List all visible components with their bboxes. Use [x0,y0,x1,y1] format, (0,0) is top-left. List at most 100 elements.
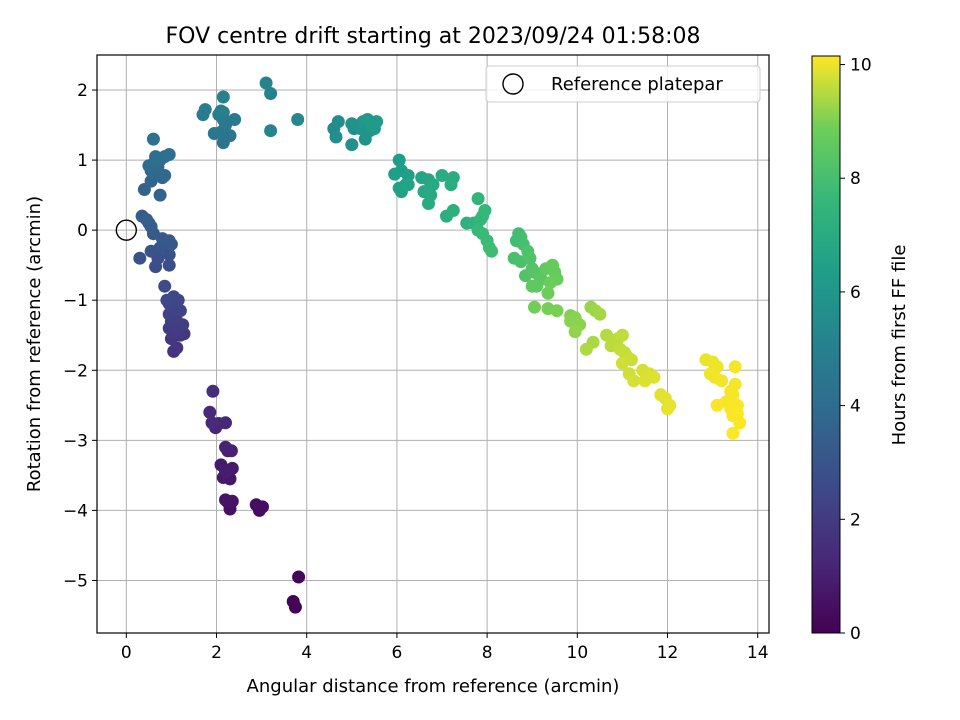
data-point [726,426,740,440]
data-point [291,113,305,126]
data-point [216,90,230,104]
data-point [219,440,232,454]
reference-platepar-marker [115,219,138,241]
data-point [426,178,440,192]
data-point [162,248,176,262]
chart-title: FOV centre drift starting at 2023/09/24 … [166,24,701,49]
data-point [249,498,263,512]
data-point [292,570,306,584]
data-point [593,307,607,321]
data-point [715,374,729,388]
colorbar-tick-label: 4 [850,397,861,417]
y-tick-label: −5 [63,571,88,591]
data-point [485,244,499,258]
data-point [627,374,641,388]
x-tick-label: 10 [567,643,589,663]
x-axis-label: Angular distance from reference (arcmin) [247,676,620,697]
data-point [525,279,539,293]
data-point [728,377,742,391]
data-point [259,76,273,90]
data-point [146,132,160,146]
plot-frame [96,54,770,634]
legend-box [485,65,761,103]
legend-marker-open-circle-icon [502,73,524,95]
data-point [730,407,744,421]
reference-point [115,219,138,241]
x-tick-label: 14 [747,643,769,663]
data-point [543,276,557,290]
data-point [158,279,172,293]
x-tick-label: 6 [392,643,403,663]
data-point [162,258,176,272]
y-axis-label: Rotation from reference (arcmin) [24,196,45,492]
legend: Reference platepar [485,65,761,103]
data-point [140,213,154,227]
colorbar-gradient [811,55,841,634]
data-point [160,293,174,307]
data-point [615,356,629,370]
data-point [422,197,435,210]
x-tick-label: 12 [657,643,679,663]
data-point [219,493,232,507]
data-point [206,384,220,398]
y-tick-label: −1 [63,291,88,311]
x-tick-label: 0 [121,643,132,663]
data-point [663,398,677,412]
legend-label: Reference platepar [551,74,723,95]
y-tick-label: −4 [63,501,88,521]
data-point [523,251,537,265]
data-point [203,405,217,419]
data-points [133,76,747,614]
data-point [162,148,176,161]
x-tick-label: 4 [301,643,312,663]
colorbar: 0 2 4 6 8 10 Hours from first FF file [811,55,910,644]
data-point [264,124,278,138]
data-point [568,325,582,339]
data-point [401,178,415,192]
colorbar-tick-label: 8 [850,169,861,189]
colorbar-ticks: 0 2 4 6 8 10 [840,56,872,644]
data-point [228,113,242,126]
data-point [153,188,167,202]
data-point [133,251,147,265]
data-point [435,169,449,182]
data-point [446,204,460,217]
data-point [710,398,724,412]
data-point [149,150,163,164]
data-point [541,286,555,300]
data-point [198,103,212,117]
data-point [264,87,278,100]
data-point [728,360,742,374]
colorbar-tick-label: 6 [850,283,861,303]
data-point [388,167,402,181]
data-point [365,118,379,132]
data-point [219,416,232,430]
y-tick-label: 2 [77,81,88,101]
data-point [528,300,541,314]
data-point [615,328,629,342]
colorbar-tick-label: 0 [850,624,861,644]
y-tick-label: −2 [63,361,88,381]
data-point [219,465,232,479]
data-point [207,127,221,140]
data-point [331,115,345,129]
data-point [471,192,485,206]
y-tick-label: −3 [63,431,88,451]
colorbar-tick-label: 10 [850,56,872,76]
data-point [579,342,593,356]
x-tick-label: 2 [211,643,222,663]
grid [97,55,769,633]
data-point [286,595,300,608]
data-point [345,138,359,152]
data-point [214,104,228,118]
data-point [329,130,343,144]
data-point [392,153,406,167]
colorbar-tick-label: 2 [850,510,861,530]
y-tick-label: 0 [77,221,88,241]
data-point [550,304,564,318]
y-tick-label: 1 [77,151,88,171]
data-point [647,370,661,384]
data-point [444,178,458,192]
